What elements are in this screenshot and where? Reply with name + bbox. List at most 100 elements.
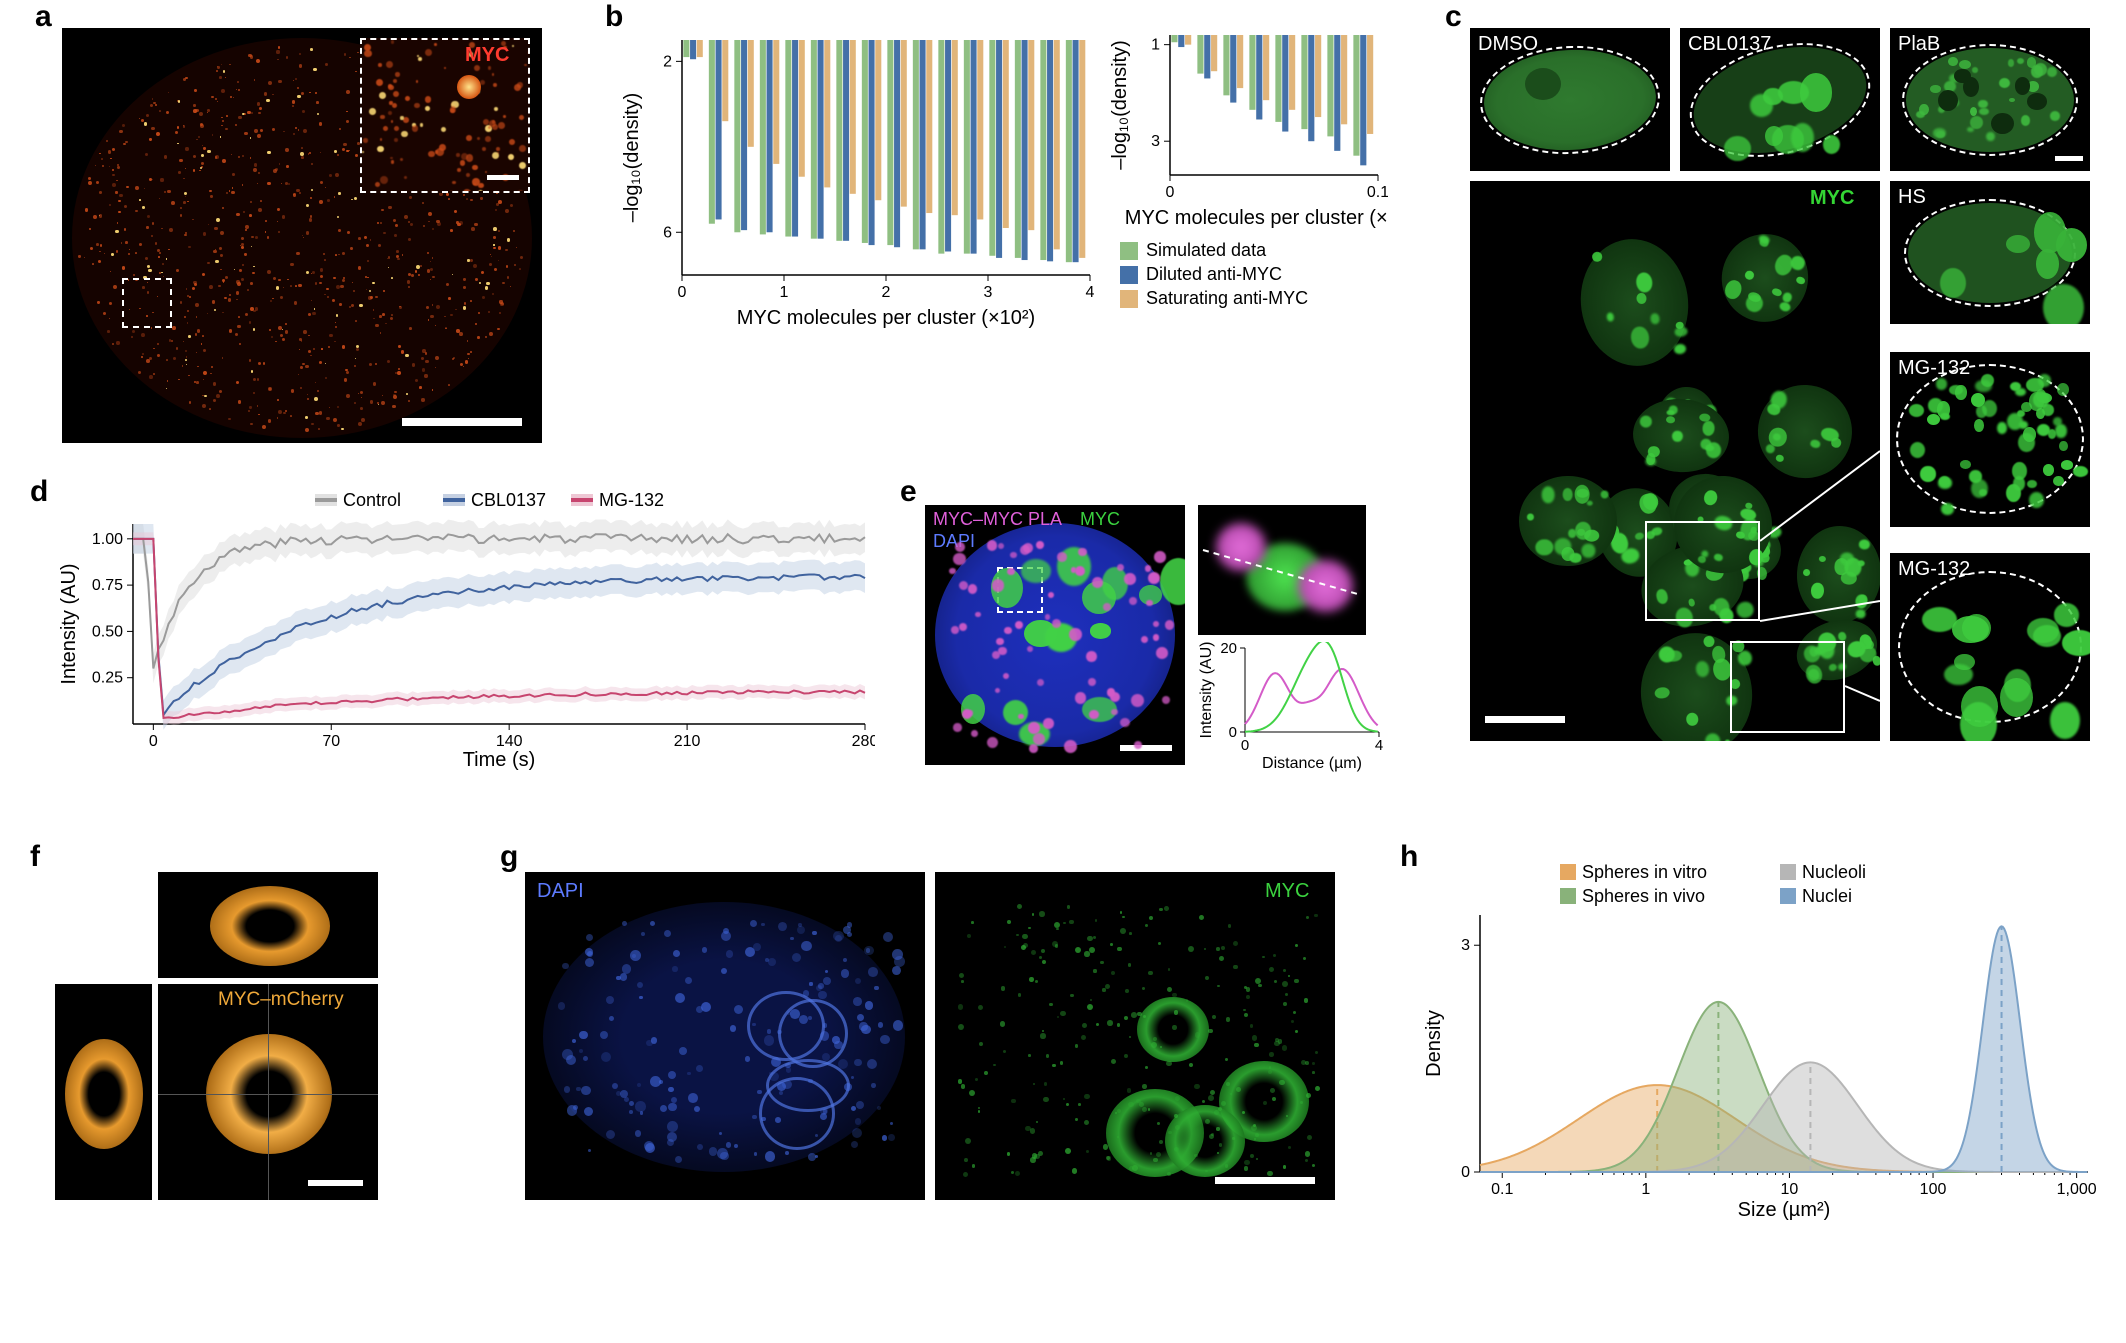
svg-text:0: 0 — [678, 284, 687, 301]
panel-a-inset-label: MYC — [465, 44, 509, 67]
svg-text:3: 3 — [1151, 133, 1160, 150]
svg-text:100: 100 — [1920, 1181, 1947, 1198]
panel-a-scalebar — [402, 418, 522, 426]
panel-label-e: e — [900, 475, 917, 509]
panel-c-cbl: CBL0137 — [1680, 28, 1880, 171]
panel-f-scalebar — [308, 1180, 363, 1186]
svg-text:Time (s): Time (s) — [463, 749, 536, 770]
panel-c-mg1: MG-132 — [1890, 352, 2090, 527]
svg-text:70: 70 — [322, 733, 340, 750]
f-xz-ring — [210, 886, 330, 966]
legend-row-dil: Diluted anti-MYC — [1120, 264, 1400, 285]
panel-g-myc: MYC — [935, 872, 1335, 1200]
svg-text:140: 140 — [496, 733, 523, 750]
legend-swatch-sim — [1120, 242, 1138, 260]
legend-swatch-sat — [1120, 290, 1138, 308]
chart-h: 0 3 0.1 1 10 100 1,000 Size (µm²) Density Spheres… — [1420, 860, 2100, 1220]
panel-f-xy: MYC–mCherry — [158, 984, 378, 1200]
svg-text:6: 6 — [663, 224, 672, 241]
legend-swatch-dil — [1120, 266, 1138, 284]
panel-c-hs: HS — [1890, 181, 2090, 324]
svg-text:2: 2 — [882, 284, 891, 301]
svg-text:0: 0 — [149, 733, 158, 750]
svg-text:Spheres in vitro: Spheres in vitro — [1582, 862, 1707, 882]
svg-text:Nucleoli: Nucleoli — [1802, 862, 1866, 882]
svg-text:Nuclei: Nuclei — [1802, 886, 1852, 906]
panel-f-yz — [55, 984, 152, 1200]
panel-label-b: b — [605, 0, 623, 34]
panel-e-main: MYC–MYC PLA MYC DAPI — [925, 505, 1185, 765]
svg-text:MYC molecules per cluster (×10: MYC molecules per cluster (×10²) — [737, 307, 1035, 329]
dmso-label: DMSO — [1478, 33, 1538, 56]
panel-e-scalebar — [1120, 745, 1172, 751]
svg-text:–log₁₀(density): –log₁₀(density) — [1109, 40, 1131, 170]
svg-text:10: 10 — [1781, 1181, 1799, 1198]
f-cross-v — [268, 984, 269, 1200]
hs-label: HS — [1898, 186, 1926, 209]
svg-text:4: 4 — [1086, 284, 1095, 301]
chart-b-right: 1300.1MYC molecules per cluster (×10²)–l… — [1108, 25, 1388, 230]
svg-text:Intensity (AU): Intensity (AU) — [58, 563, 80, 684]
mg1-label: MG-132 — [1898, 357, 1970, 380]
g-dapi-nucleus — [543, 902, 905, 1172]
svg-text:1.00: 1.00 — [92, 531, 123, 548]
chart-e: 02004Intensity (AU)Distance (µm) — [1195, 642, 1385, 772]
svg-text:1,000: 1,000 — [2057, 1181, 2097, 1198]
dmso-hole — [1525, 68, 1561, 100]
svg-text:0: 0 — [1461, 1164, 1470, 1181]
svg-text:0.1: 0.1 — [1491, 1181, 1513, 1198]
cbl-label: CBL0137 — [1688, 33, 1771, 56]
svg-text:Intensity (AU): Intensity (AU) — [1198, 642, 1215, 738]
svg-text:0.50: 0.50 — [92, 623, 123, 640]
svg-text:0: 0 — [1166, 184, 1175, 201]
svg-text:MYC molecules per cluster (×10: MYC molecules per cluster (×10²) — [1125, 207, 1388, 229]
svg-text:1: 1 — [1151, 37, 1160, 54]
panel-label-g: g — [500, 840, 518, 874]
panel-label-a: a — [35, 0, 52, 34]
svg-text:2: 2 — [663, 53, 672, 70]
panel-label-d: d — [30, 475, 48, 509]
legend-label-sat: Saturating anti-MYC — [1146, 288, 1308, 309]
panel-label-f: f — [30, 840, 40, 874]
svg-text:Control: Control — [343, 490, 401, 510]
panel-e-zoom — [1198, 505, 1366, 635]
panel-c-connectors — [1470, 181, 1880, 741]
panel-c-dmso: DMSO — [1470, 28, 1670, 171]
svg-text:0.75: 0.75 — [92, 577, 123, 594]
g-dapi-label: DAPI — [537, 880, 584, 903]
svg-text:MG-132: MG-132 — [599, 490, 664, 510]
panel-f-xz — [158, 872, 378, 978]
svg-text:–log₁₀(density): –log₁₀(density) — [621, 93, 643, 223]
f-yz-ring — [65, 1039, 143, 1149]
svg-text:Distance (µm): Distance (µm) — [1262, 755, 1362, 772]
svg-text:0: 0 — [1241, 737, 1249, 754]
mg2-label: MG-132 — [1898, 558, 1970, 581]
chart-d: 0.250.500.751.00070140210280Time (s)Inte… — [55, 490, 875, 770]
panel-e-title-blue: DAPI — [933, 531, 975, 552]
svg-text:Size (µm²): Size (µm²) — [1738, 1199, 1831, 1220]
panel-e-title-green: MYC — [1080, 509, 1120, 530]
dmso-fill — [1482, 46, 1659, 155]
panel-c-main: MYC — [1470, 181, 1880, 741]
svg-text:3: 3 — [1461, 937, 1470, 954]
panel-c-plab: PlaB — [1890, 28, 2090, 171]
panel-a-inset-scalebar — [487, 175, 519, 180]
svg-text:1: 1 — [780, 284, 789, 301]
svg-text:Spheres in vivo: Spheres in vivo — [1582, 886, 1705, 906]
svg-text:1: 1 — [1641, 1181, 1650, 1198]
panel-e-title-magenta: MYC–MYC PLA — [933, 509, 1062, 530]
legend-label-dil: Diluted anti-MYC — [1146, 264, 1282, 285]
svg-text:0: 0 — [1229, 724, 1237, 741]
panel-c-mg2: MG-132 — [1890, 553, 2090, 741]
panel-g-scalebar — [1215, 1177, 1315, 1184]
legend-row-sat: Saturating anti-MYC — [1120, 288, 1400, 309]
panel-label-h: h — [1400, 840, 1418, 874]
svg-text:210: 210 — [674, 733, 701, 750]
panel-label-c: c — [1445, 0, 1462, 34]
svg-text:Density: Density — [1423, 1010, 1445, 1077]
e-zoom-line — [1198, 505, 1366, 635]
legend-row-sim: Simulated data — [1120, 240, 1400, 261]
panel-a-roi-box — [122, 278, 172, 328]
g-myc-label: MYC — [1265, 880, 1309, 903]
svg-text:4: 4 — [1375, 737, 1383, 754]
